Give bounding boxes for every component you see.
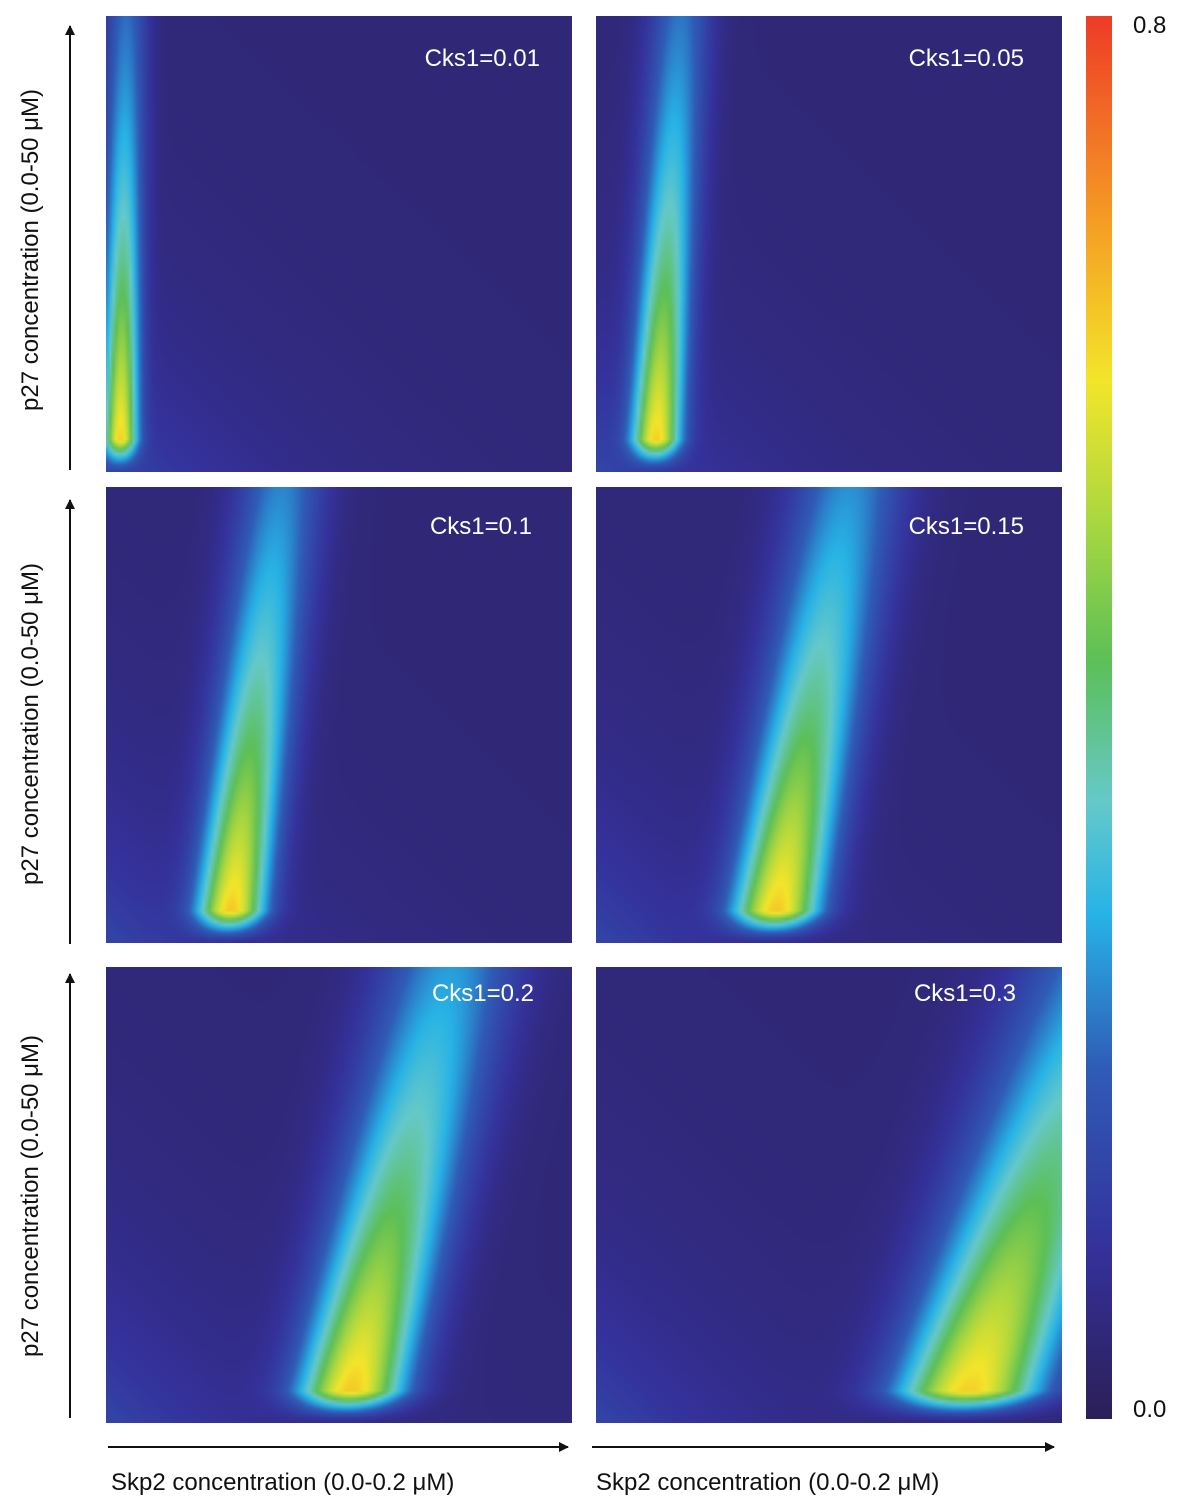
heatmap-image	[596, 487, 1062, 943]
heatmap-image	[596, 16, 1062, 472]
heatmap-panel-cks1-0-1: Cks1=0.1	[106, 487, 572, 943]
x-axis-label: Skp2 concentration (0.0-0.2 μM)	[111, 1469, 454, 1496]
colorbar	[1086, 16, 1112, 1419]
panel-label: Cks1=0.01	[425, 45, 540, 72]
y-axis-label: p27 concentration (0.0-50 μM)	[17, 563, 44, 885]
x-axis-label: Skp2 concentration (0.0-0.2 μM)	[596, 1469, 939, 1496]
panel-label: Cks1=0.1	[430, 513, 532, 540]
y-axis-label: p27 concentration (0.0-50 μM)	[17, 89, 44, 411]
panel-label: Cks1=0.05	[909, 45, 1024, 72]
heatmap-image	[596, 967, 1062, 1423]
heatmap-image	[106, 967, 572, 1423]
colorbar-max-label: 0.8	[1133, 12, 1166, 39]
heatmap-panel-cks1-0-3: Cks1=0.3	[596, 967, 1062, 1423]
heatmap-panel-cks1-0-01: Cks1=0.01	[106, 16, 572, 472]
panel-label: Cks1=0.2	[432, 980, 534, 1007]
heatmap-panel-cks1-0-2: Cks1=0.2	[106, 967, 572, 1423]
heatmap-panel-cks1-0-15: Cks1=0.15	[596, 487, 1062, 943]
heatmap-panel-cks1-0-05: Cks1=0.05	[596, 16, 1062, 472]
heatmap-image	[106, 487, 572, 943]
colorbar-min-label: 0.0	[1133, 1396, 1166, 1423]
y-axis-label: p27 concentration (0.0-50 μM)	[17, 1035, 44, 1357]
panel-label: Cks1=0.3	[914, 980, 1016, 1007]
heatmap-image	[106, 16, 572, 472]
panel-label: Cks1=0.15	[909, 513, 1024, 540]
